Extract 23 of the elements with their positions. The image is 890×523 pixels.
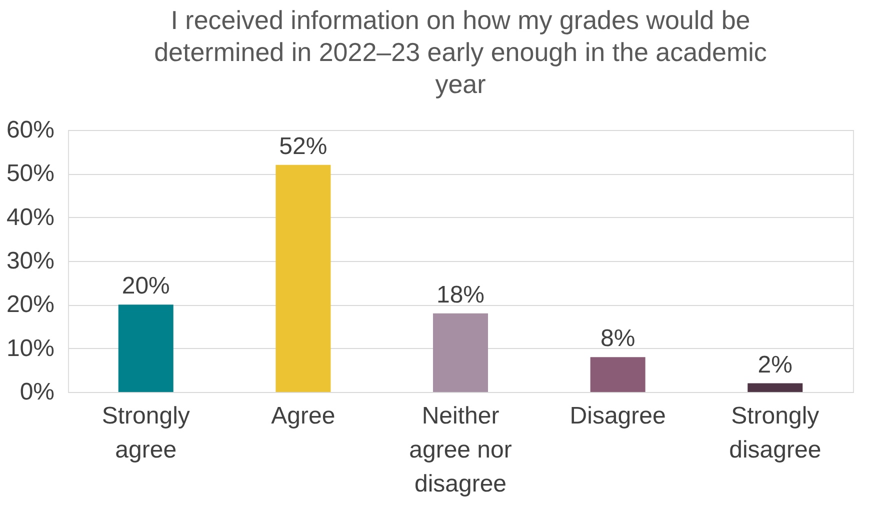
x-tick-label: Disagree: [570, 402, 666, 430]
y-tick-label: 0%: [20, 378, 54, 406]
y-tick-label: 20%: [6, 291, 54, 318]
x-tick-label: Agree: [271, 402, 336, 430]
x-tick-label: Strongly agree: [102, 402, 190, 464]
y-tick-label: 40%: [6, 204, 54, 231]
y-tick-label: 50%: [6, 160, 54, 188]
bar: [276, 164, 331, 392]
bar: [748, 383, 803, 392]
bar: [590, 357, 646, 392]
data-label: 20%: [122, 272, 170, 300]
data-label: 2%: [758, 351, 792, 378]
bar: [433, 313, 488, 392]
x-tick-label: Neither agree nor disagree: [409, 402, 512, 498]
y-tick-label: 60%: [6, 116, 54, 144]
chart-title: I received information on how my grades would be determined in 2022–23 early enough in the academic year: [154, 5, 767, 99]
x-tick-label: Strongly disagree: [729, 402, 822, 464]
data-label: 8%: [600, 325, 636, 352]
data-label: 18%: [436, 281, 485, 308]
bar: [118, 304, 174, 392]
y-tick-label: 10%: [6, 334, 54, 362]
y-tick-label: 30%: [6, 248, 54, 274]
data-label: 52%: [279, 132, 328, 160]
